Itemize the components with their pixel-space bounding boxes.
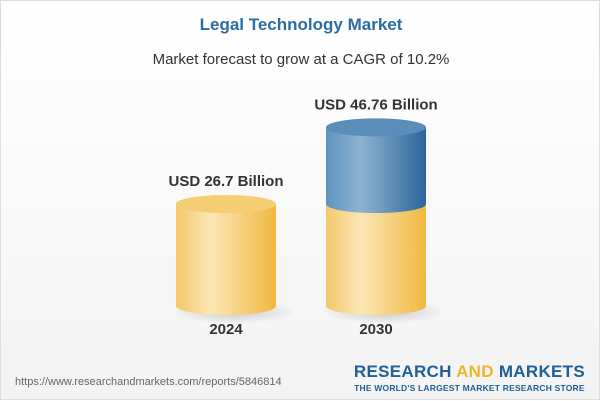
bar-top-2030 [326,118,426,137]
bar-growth-segment-2030 [326,127,426,213]
chart-subtitle: Market forecast to grow at a CAGR of 10.… [152,51,450,68]
x-tick-label: 2024 [209,321,243,338]
bar-2024 [176,204,276,315]
x-tick-label: 2030 [359,321,392,338]
data-label: USD 26.7 Billion [168,173,283,190]
bar-top-2024 [176,195,276,213]
research-and-markets-logo: RESEARCH AND MARKETS THE WORLD'S LARGEST… [353,362,585,393]
chart-title: Legal Technology Market [199,15,403,34]
source-url[interactable]: https://www.researchandmarkets.com/repor… [15,376,282,388]
bar-base-segment-2030 [326,204,426,315]
data-label: USD 46.76 Billion [314,96,437,113]
